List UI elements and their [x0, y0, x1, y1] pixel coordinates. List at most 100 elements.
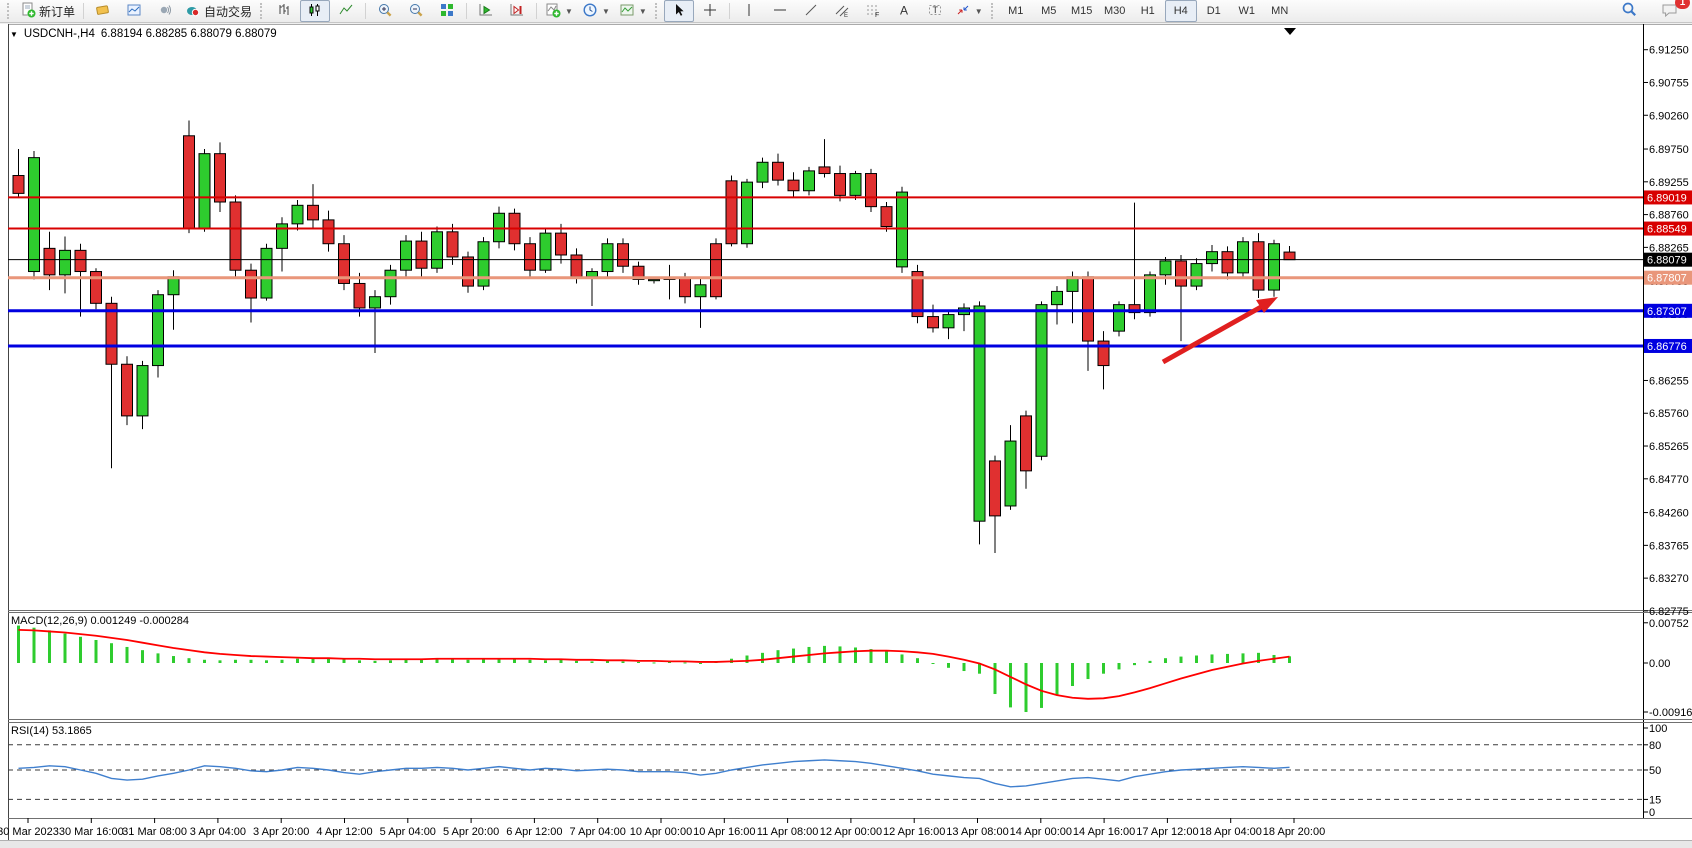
macd-histogram-bar — [1241, 653, 1245, 663]
macd-histogram-bar — [125, 646, 129, 663]
time-axis-label: 10 Apr 00:00 — [630, 826, 692, 838]
notifications-button[interactable]: 1 — [1654, 0, 1690, 22]
zoom-out-button[interactable] — [401, 0, 431, 22]
candle — [849, 170, 862, 201]
equidistant-channel-tool[interactable]: E — [827, 0, 857, 22]
sound-alerts-button[interactable] — [150, 0, 180, 22]
macd-histogram-bar — [854, 647, 857, 663]
dropdown-caret-icon[interactable]: ▼ — [565, 6, 573, 16]
candle — [1268, 239, 1280, 297]
candle — [12, 149, 25, 198]
autotrading-label: 自动交易 — [204, 4, 253, 19]
macd-histogram-bar — [900, 654, 904, 663]
cursor-tool-button[interactable] — [663, 0, 694, 22]
timeframe-d1[interactable]: D1 — [1206, 5, 1221, 17]
market-watch-button[interactable] — [88, 0, 118, 22]
text-label-tool[interactable]: T — [920, 0, 950, 22]
macd-histogram-bar — [1086, 663, 1090, 680]
macd-histogram-bar — [249, 659, 253, 663]
macd-histogram-bar — [1210, 654, 1214, 663]
chart-window[interactable]: ▼ USDCNH-,H4 6.88194 6.88285 6.88079 6.8… — [0, 24, 1692, 848]
timeframe-m5[interactable]: M5 — [1041, 5, 1057, 17]
auto-scroll-button[interactable] — [471, 0, 501, 22]
chart-shift-icon — [509, 2, 525, 21]
toolbar-grip — [7, 3, 12, 19]
chart-shift-button[interactable] — [502, 0, 532, 22]
macd-histogram-bar — [187, 658, 191, 663]
timeframe-m15[interactable]: M15 — [1071, 5, 1093, 17]
line-chart-button[interactable] — [331, 0, 361, 22]
macd-histogram-bar — [451, 658, 454, 663]
macd-histogram-bar — [373, 660, 377, 663]
tile-windows-button[interactable] — [432, 0, 462, 22]
search-button[interactable] — [1614, 0, 1644, 22]
price-tick-label: 6.85760 — [1649, 408, 1689, 420]
chart-shift-marker[interactable] — [1284, 28, 1296, 35]
macd-histogram-bar — [559, 659, 563, 663]
cursor-icon — [671, 2, 687, 21]
crosshair-tool-button[interactable] — [695, 0, 725, 22]
timeframe-h4[interactable]: H4 — [1164, 0, 1197, 22]
rsi-axis-label: 15 — [1649, 794, 1661, 806]
candle — [74, 243, 87, 317]
dropdown-caret-icon[interactable]: ▼ — [638, 6, 647, 16]
candle — [43, 231, 56, 291]
timeframe-w1[interactable]: W1 — [1238, 5, 1255, 17]
candle — [818, 139, 831, 178]
line-chart-icon — [338, 2, 354, 21]
annotation-arrow[interactable] — [1161, 297, 1278, 365]
symbol-dropdown-icon[interactable]: ▼ — [10, 29, 18, 39]
autotrading-icon — [185, 2, 201, 21]
zoom-out-icon — [408, 2, 424, 21]
candle — [322, 210, 335, 252]
price-tick-label: 6.91250 — [1649, 45, 1689, 57]
candle — [1113, 301, 1125, 337]
timeframe-h1[interactable]: H1 — [1140, 5, 1155, 17]
periods-button[interactable]: ▼ — [578, 0, 614, 22]
candlestick-chart-button[interactable] — [300, 0, 331, 22]
candle — [1097, 331, 1110, 390]
data-window-button[interactable] — [119, 0, 149, 22]
dropdown-caret-icon[interactable]: ▼ — [601, 6, 610, 16]
arrows-tool[interactable]: ▼ — [951, 0, 987, 22]
text-tool[interactable]: A — [889, 0, 919, 22]
candle — [369, 290, 381, 353]
macd-histogram-bar — [1040, 663, 1043, 708]
crosshair-icon — [702, 2, 718, 21]
zoom-in-button[interactable] — [370, 0, 400, 22]
macd-histogram-bar — [94, 640, 98, 663]
candle — [617, 238, 629, 273]
candle — [338, 235, 350, 291]
macd-histogram-bar — [885, 651, 888, 663]
timeframe-m30[interactable]: M30 — [1104, 5, 1126, 17]
candle — [1128, 202, 1141, 320]
dropdown-caret-icon[interactable]: ▼ — [974, 6, 983, 16]
macd-histogram-bar — [218, 660, 222, 663]
autotrading-button[interactable]: 自动交易 — [181, 0, 256, 22]
price-tick-label: 6.88760 — [1649, 210, 1689, 222]
fibonacci-tool[interactable]: F — [858, 0, 888, 22]
price-chart-canvas[interactable]: 6.91250 6.90755 6.90260 6.89750 6.89255 6.887… — [0, 24, 1692, 848]
new-order-button[interactable]: 新订单 — [16, 0, 79, 22]
candle — [880, 202, 893, 232]
macd-histogram-bar — [482, 659, 485, 663]
data-window-icon — [126, 2, 142, 21]
candle — [927, 304, 939, 333]
horizontal-line-tool[interactable] — [765, 0, 795, 22]
timeframe-mn[interactable]: MN — [1271, 5, 1289, 17]
timeframe-m1[interactable]: M1 — [1008, 5, 1024, 17]
vertical-line-tool[interactable] — [734, 0, 764, 22]
macd-axis-label: 0.00 — [1649, 658, 1670, 670]
candle — [632, 261, 645, 285]
templates-button[interactable]: ▼ — [615, 0, 651, 22]
macd-histogram-bar — [699, 663, 702, 664]
macd-histogram-bar — [1164, 658, 1167, 663]
new-order-label: 新订单 — [39, 4, 76, 19]
candle — [1020, 410, 1032, 489]
indicators-button[interactable]: ▼ — [541, 0, 577, 22]
zoom-in-icon — [377, 2, 393, 21]
trendline-tool[interactable] — [796, 0, 826, 22]
candle — [214, 142, 226, 212]
bar-chart-button[interactable] — [269, 0, 299, 22]
svg-text:6.86776: 6.86776 — [1647, 341, 1687, 353]
